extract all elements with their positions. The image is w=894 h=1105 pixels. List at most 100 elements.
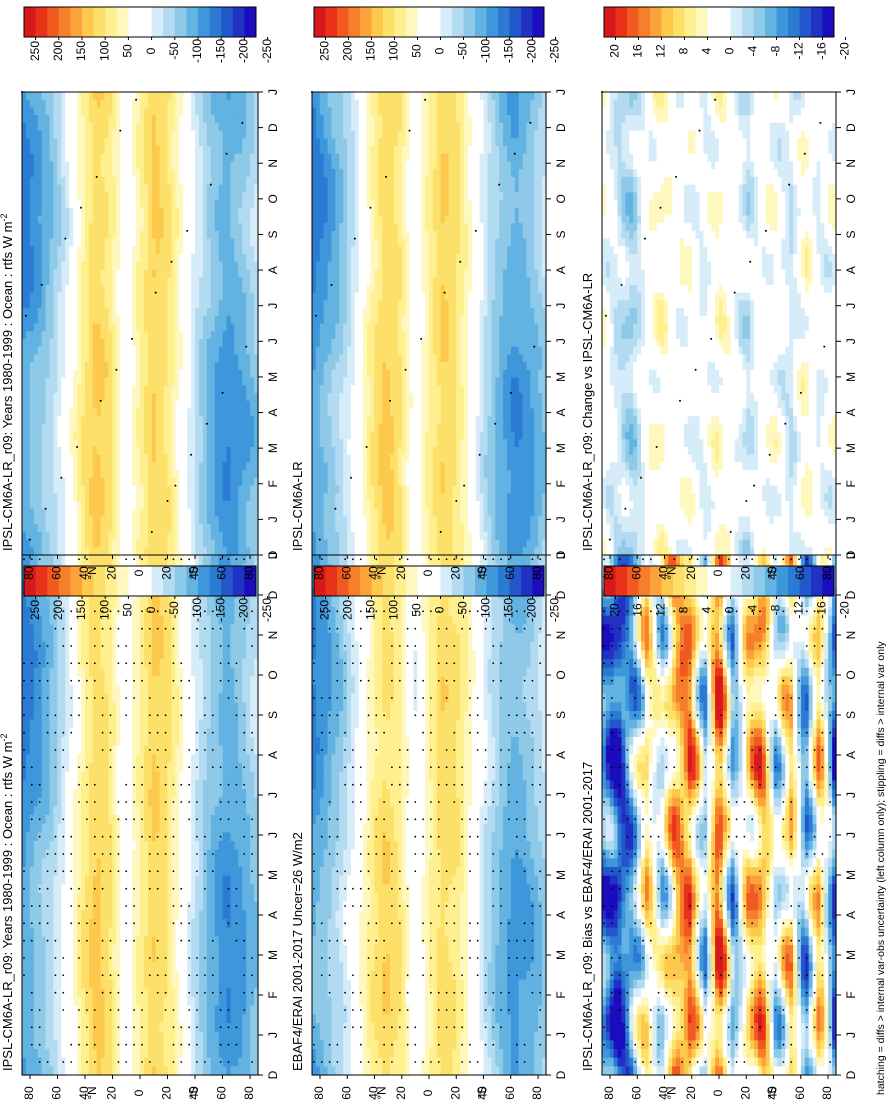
heat-cell — [203, 815, 208, 824]
heat-cell — [234, 1066, 239, 1075]
stipple-dot — [86, 922, 88, 924]
heat-cell — [152, 668, 157, 677]
heat-cell — [136, 1032, 141, 1041]
heat-cell — [140, 902, 145, 911]
heat-cell — [211, 659, 216, 668]
heat-cell — [199, 728, 204, 737]
heat-cell — [26, 806, 31, 815]
heat-cell — [73, 262, 78, 270]
heat-cell — [195, 997, 200, 1006]
heat-cell — [215, 720, 220, 729]
heat-cell — [73, 246, 78, 254]
heat-cell — [50, 954, 55, 963]
heat-cell — [89, 746, 94, 755]
heat-cell — [26, 501, 31, 509]
heat-cell — [50, 997, 55, 1006]
heat-cell — [42, 928, 47, 937]
heat-cell — [93, 754, 98, 763]
heat-cell — [132, 624, 137, 633]
stipple-dot — [102, 749, 104, 751]
stipple-dot — [196, 957, 198, 959]
heat-cell — [160, 945, 165, 954]
stipple-dot — [94, 697, 96, 699]
heat-cell — [156, 598, 161, 607]
heat-cell — [124, 737, 129, 746]
heat-cell — [65, 378, 70, 386]
heat-cell — [160, 815, 165, 824]
heat-cell — [246, 711, 251, 720]
heat-cell — [26, 300, 31, 308]
stipple-dot — [204, 974, 206, 976]
heat-cell — [187, 633, 192, 642]
heat-cell — [26, 884, 31, 893]
heat-cell — [140, 1066, 145, 1075]
heat-cell — [168, 936, 173, 945]
heat-cell — [227, 650, 232, 659]
heat-cell — [128, 971, 133, 980]
heat-cell — [57, 138, 62, 146]
heat-cell — [53, 385, 58, 393]
heat-cell — [53, 532, 58, 540]
heat-cell — [215, 798, 220, 807]
heat-cell — [183, 668, 188, 677]
stipple-dot — [220, 662, 222, 664]
heat-cell — [65, 798, 70, 807]
heat-cell — [152, 806, 157, 815]
heat-cell — [46, 223, 51, 231]
heat-cell — [124, 685, 129, 694]
heat-cell — [77, 668, 82, 677]
heat-cell — [77, 980, 82, 989]
heat-cell — [168, 555, 173, 564]
heat-cell — [26, 370, 31, 378]
stipple-dot — [31, 818, 33, 820]
heat-cell — [250, 685, 255, 694]
heat-cell — [73, 131, 78, 139]
heat-cell — [187, 858, 192, 867]
heat-cell — [46, 416, 51, 424]
stipple-dot — [133, 905, 135, 907]
heat-cell — [199, 928, 204, 937]
heat-cell — [175, 815, 180, 824]
stipple-dot — [86, 905, 88, 907]
heat-cell — [112, 737, 117, 746]
heat-cell — [156, 876, 161, 885]
heat-cell — [234, 1032, 239, 1041]
heat-cell — [112, 945, 117, 954]
heat-cell — [242, 884, 247, 893]
heat-cell — [93, 997, 98, 1006]
heat-cell — [215, 780, 220, 789]
heat-cell — [191, 876, 196, 885]
heat-cell — [93, 720, 98, 729]
heat-cell — [30, 269, 35, 277]
heat-cell — [93, 1032, 98, 1041]
heat-cell — [50, 416, 55, 424]
heat-cell — [22, 1014, 27, 1023]
heat-cell — [61, 293, 66, 301]
heat-cell — [156, 1066, 161, 1075]
heat-cell — [89, 754, 94, 763]
stipple-dot — [118, 974, 120, 976]
heat-cell — [77, 850, 82, 859]
heat-cell — [136, 1066, 141, 1075]
heat-cell — [183, 694, 188, 703]
heat-cell — [105, 997, 110, 1006]
heat-cell — [199, 832, 204, 841]
heat-cell — [246, 858, 251, 867]
heat-cell — [105, 1040, 110, 1049]
heat-cell — [246, 876, 251, 885]
lat-label: 20 — [160, 1086, 174, 1100]
heat-cell — [26, 362, 31, 370]
heat-cell — [183, 642, 188, 651]
heat-cell — [53, 737, 58, 746]
heat-cell — [230, 616, 235, 625]
heat-cell — [140, 980, 145, 989]
stipple-dot — [133, 801, 135, 803]
heat-cell — [53, 815, 58, 824]
heat-cell — [42, 806, 47, 815]
heat-cell — [26, 876, 31, 885]
heat-cell — [61, 401, 66, 409]
heat-cell — [207, 728, 212, 737]
heat-cell — [42, 532, 47, 540]
heat-cell — [38, 850, 43, 859]
heat-cell — [34, 277, 39, 285]
